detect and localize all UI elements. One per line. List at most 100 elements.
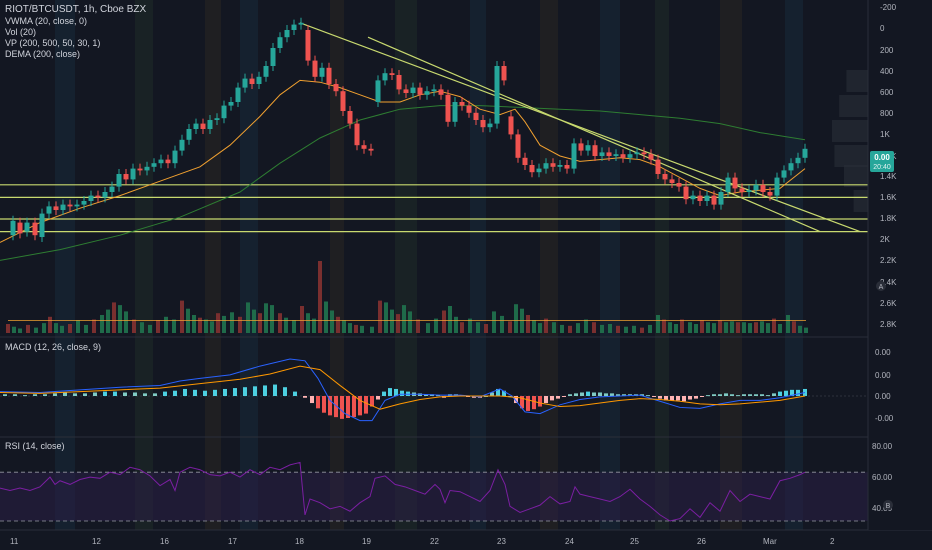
macd-histogram-bar [736,395,740,397]
volume-bar [724,322,728,333]
macd-histogram-bar [133,392,137,396]
volume-bar [112,302,116,333]
candle-body [746,190,752,192]
time-axis[interactable]: 11 12 16 17 18 19 22 23 24 25 26 Mar 2 [10,537,835,546]
volume-bar [238,316,242,333]
price-tick-label: 2.4K [880,278,897,287]
macd-histogram-bar [364,396,368,414]
candle-body [81,201,87,205]
candle-body [200,123,206,129]
macd-histogram-bar [334,396,338,418]
volume-bar [426,323,430,333]
rsi-scale-badge[interactable]: B [883,500,893,510]
candle-body [739,188,745,192]
candle-body [564,165,570,169]
rsi-tick-label: 60.00 [872,473,893,482]
indicator-vol-label[interactable]: Vol (20) [5,27,36,37]
session-band [55,0,75,530]
candle-body [151,163,157,167]
candle-body [95,195,101,198]
volume-profile-bar [853,190,868,212]
macd-histogram-bar [748,394,752,396]
macd-histogram-bar [340,396,344,419]
volume-bar [760,321,764,333]
candle-body [403,89,409,93]
volume-bar [700,320,704,333]
volume-bar [442,310,446,333]
macd-axis[interactable]: 0.00 0.00 0.00 -0.00 [875,348,894,423]
volume-bar [264,303,268,333]
candle-body [487,123,493,128]
volume-bar [284,317,288,333]
macd-histogram-bar [13,394,17,396]
macd-scale-badge-letter[interactable]: A [879,284,884,291]
macd-histogram-bar [303,396,307,398]
volume-bar [396,314,400,333]
volume-bar [568,325,572,333]
volume-bar [754,322,758,333]
candle-body [571,143,577,169]
volume-bar [408,311,412,333]
volume-bar [648,324,652,333]
volume-bar [156,320,160,333]
indicator-vp-label[interactable]: VP (200, 500, 50, 30, 1) [5,38,100,48]
rsi-pane [0,461,868,522]
rsi-label[interactable]: RSI (14, close) [5,441,65,451]
macd-scale-badge[interactable]: A [876,281,886,291]
price-tick-label: 1.6K [880,193,897,202]
candles [10,17,808,242]
candle-body [60,204,66,210]
macd-histogram-bar [273,384,277,396]
macd-scale-badge-circle[interactable] [876,281,886,291]
symbol-title[interactable]: RIOT/BTCUSDT, 1h, Cboe BZX [5,4,146,15]
macd-label[interactable]: MACD (12, 26, close, 9) [5,342,101,352]
volume-bar [216,313,220,333]
macd-histogram-bar [223,388,227,396]
macd-histogram-bar [143,393,147,396]
macd-histogram-bar [526,396,530,411]
volume-profile [832,70,868,212]
volume-bar [514,304,518,333]
macd-histogram-bar [688,396,692,400]
candle-body [788,163,794,171]
session-band [785,0,803,530]
candle-body [578,143,584,151]
indicator-dema-label[interactable]: DEMA (200, close) [5,49,80,59]
candle-body [214,118,220,120]
macd-histogram-bar [376,396,380,400]
macd-histogram-bar [574,393,578,396]
indicator-vwma-label[interactable]: VWMA (20, close, 0) [5,16,87,26]
time-tick-label: 24 [565,537,574,546]
macd-histogram-bar [388,388,392,396]
trend-lines [299,22,861,233]
price-axis-background[interactable] [868,0,932,530]
candle-body [137,168,143,171]
volume-profile-bar [839,95,868,117]
candle-body [662,174,668,180]
macd-signal-line [0,365,806,410]
rsi-scale-badge-circle[interactable] [883,500,893,510]
macd-histogram-bar [424,394,428,396]
macd-histogram-bar [670,396,674,401]
rsi-scale-badge-letter[interactable]: B [886,503,891,510]
volume-bar [736,322,740,333]
macd-histogram-bar [346,396,350,418]
rsi-tick-label: 80.00 [872,442,893,451]
rsi-axis[interactable]: 80.00 60.00 40.00 [872,442,893,513]
candle-body [781,170,787,178]
macd-histogram-bar [803,388,807,396]
volume-bar [766,323,770,333]
volume-bar [252,309,256,333]
candle-body [109,186,115,192]
candle-body [431,89,437,92]
price-tick-label: 1K [880,130,890,139]
macd-histogram-bar [203,390,207,396]
macd-histogram-bar [784,390,788,396]
candle-body [10,220,16,236]
volume-bar [742,322,746,333]
candle-body [711,195,717,205]
macd-histogram-bar [796,389,800,396]
volume-bar [786,315,790,333]
volume-bar [18,328,22,333]
